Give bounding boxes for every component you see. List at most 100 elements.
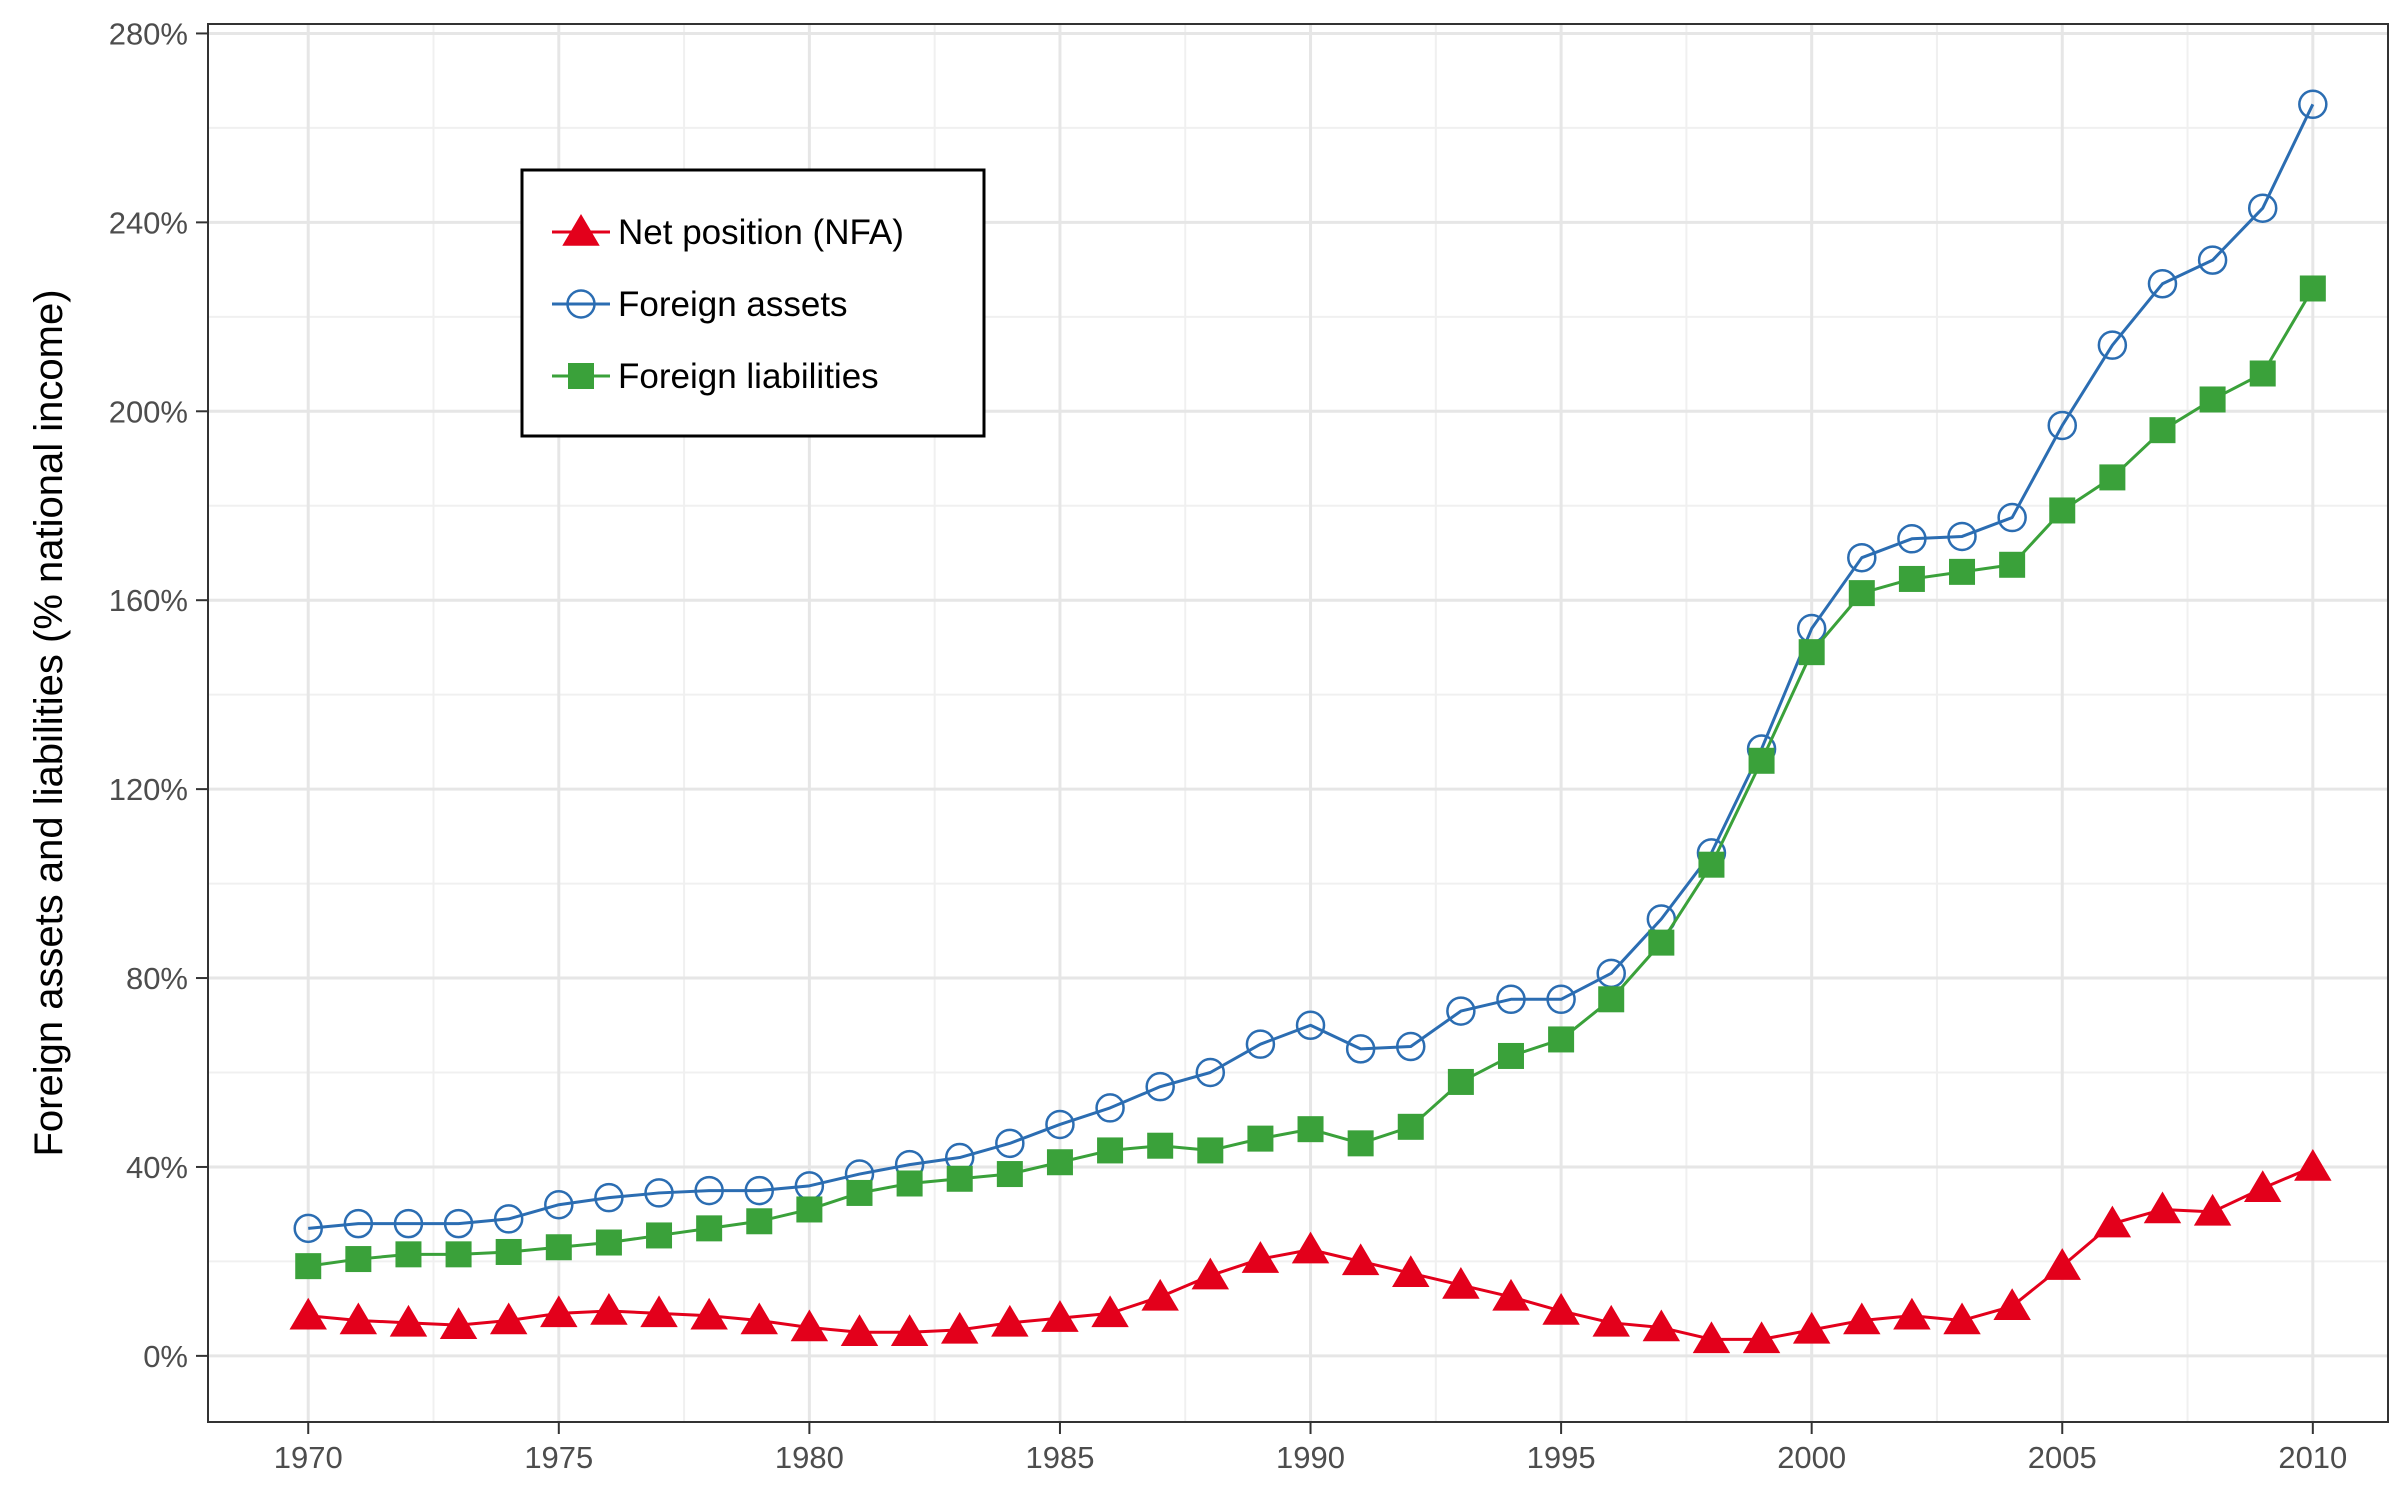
data-point-foreign-liabilities <box>1548 1026 1575 1053</box>
data-point-net-position-nfa <box>2193 1193 2232 1226</box>
data-point-net-position-nfa <box>389 1304 428 1337</box>
x-tick-label: 1970 <box>274 1440 343 1475</box>
legend-label-foreign-assets: Foreign assets <box>618 285 848 324</box>
legend-item-foreign-liabilities: Foreign liabilities <box>552 357 879 396</box>
data-point-foreign-assets <box>393 1208 424 1239</box>
data-point-foreign-liabilities <box>2199 386 2226 413</box>
data-point-net-position-nfa <box>1291 1231 1330 1264</box>
legend-label-foreign-liabilities: Foreign liabilities <box>618 357 879 396</box>
series-foreign-assets <box>293 89 2328 1244</box>
data-point-foreign-liabilities <box>1999 551 2026 578</box>
data-point-net-position-nfa <box>1843 1302 1881 1335</box>
data-point-foreign-liabilities <box>746 1208 773 1235</box>
data-point-foreign-assets <box>1295 1010 1326 1041</box>
y-tick-label: 0% <box>143 1339 188 1374</box>
data-point-foreign-assets <box>1446 996 1476 1026</box>
data-point-foreign-assets <box>293 1213 323 1244</box>
data-point-foreign-liabilities <box>1898 565 1925 592</box>
data-point-foreign-assets <box>1045 1109 1075 1140</box>
x-tick-label: 1975 <box>524 1440 593 1475</box>
data-point-net-position-nfa <box>2243 1170 2282 1202</box>
data-point-net-position-nfa <box>790 1309 829 1342</box>
data-point-foreign-assets <box>1195 1057 1226 1088</box>
data-point-foreign-liabilities <box>1748 747 1775 774</box>
data-point-net-position-nfa <box>590 1293 628 1325</box>
plot-border <box>207 23 2389 1423</box>
data-point-foreign-liabilities <box>1447 1068 1474 1095</box>
data-point-net-position-nfa <box>2143 1191 2182 1224</box>
data-point-foreign-liabilities <box>1798 639 1825 666</box>
data-point-net-position-nfa <box>1442 1267 1480 1299</box>
data-point-foreign-liabilities <box>1097 1137 1124 1164</box>
legend: Net position (NFA) Foreign assets Foreign … <box>520 168 986 438</box>
data-point-foreign-assets <box>544 1189 574 1220</box>
data-point-net-position-nfa <box>489 1302 528 1335</box>
data-point-net-position-nfa <box>840 1314 879 1347</box>
data-point-net-position-nfa <box>640 1295 678 1328</box>
legend-marker-foreign-liabilities <box>568 363 594 389</box>
data-point-foreign-liabilities <box>1147 1132 1174 1159</box>
data-point-net-position-nfa <box>339 1302 378 1335</box>
x-tick-label: 2010 <box>2278 1440 2347 1475</box>
y-tick-label: 120% <box>109 772 188 807</box>
legend-label-net-position-nfa: Net position (NFA) <box>618 213 904 252</box>
data-point-net-position-nfa <box>690 1297 728 1330</box>
data-point-net-position-nfa <box>1792 1311 1831 1344</box>
y-tick-label: 160% <box>109 583 188 618</box>
data-point-net-position-nfa <box>1091 1295 1129 1328</box>
data-point-foreign-liabilities <box>846 1179 873 1206</box>
data-point-net-position-nfa <box>1241 1241 1280 1273</box>
data-point-foreign-liabilities <box>1598 986 1625 1013</box>
data-point-net-position-nfa <box>1642 1309 1681 1342</box>
y-tick-label: 80% <box>126 961 188 996</box>
data-point-foreign-assets <box>2047 410 2078 441</box>
legend-item-net-position-nfa: Net position (NFA) <box>552 213 904 252</box>
data-point-foreign-assets <box>493 1204 524 1234</box>
data-point-foreign-liabilities <box>495 1238 522 1265</box>
data-point-foreign-liabilities <box>2299 275 2326 302</box>
data-point-net-position-nfa <box>540 1295 578 1328</box>
data-point-net-position-nfa <box>1893 1297 1931 1330</box>
data-point-foreign-liabilities <box>1949 558 1976 585</box>
data-point-foreign-assets <box>1947 521 1977 552</box>
data-point-net-position-nfa <box>890 1314 929 1347</box>
data-point-foreign-assets <box>2147 269 2178 299</box>
data-point-foreign-assets <box>1546 984 1576 1015</box>
series-line-foreign-assets <box>308 103 2315 1230</box>
data-point-foreign-liabilities <box>345 1246 372 1273</box>
data-point-foreign-liabilities <box>2099 464 2126 491</box>
data-point-net-position-nfa <box>740 1302 778 1335</box>
data-point-net-position-nfa <box>1341 1243 1380 1276</box>
data-point-foreign-liabilities <box>595 1229 622 1256</box>
data-point-foreign-liabilities <box>796 1196 823 1223</box>
data-point-foreign-assets <box>343 1208 374 1239</box>
y-tick-label: 280% <box>109 16 188 51</box>
legend-marker-foreign-assets <box>566 289 596 319</box>
legend-item-foreign-assets: Foreign assets <box>552 285 848 324</box>
data-point-foreign-assets <box>2247 193 2278 223</box>
data-point-foreign-liabilities <box>996 1161 1023 1188</box>
data-point-foreign-liabilities <box>1648 929 1675 956</box>
data-point-net-position-nfa <box>1742 1321 1781 1354</box>
x-tick-label: 2005 <box>2028 1440 2097 1475</box>
x-tick-label: 1990 <box>1276 1440 1345 1475</box>
x-tick-label: 1980 <box>775 1440 844 1475</box>
data-point-foreign-liabilities <box>1698 851 1725 878</box>
data-point-foreign-assets <box>744 1175 775 1206</box>
data-point-net-position-nfa <box>1692 1321 1731 1354</box>
data-point-foreign-liabilities <box>646 1222 673 1249</box>
data-point-foreign-liabilities <box>1347 1130 1374 1157</box>
data-point-foreign-liabilities <box>545 1234 572 1261</box>
y-tick-label: 40% <box>126 1150 188 1185</box>
data-point-foreign-assets <box>1345 1034 1376 1064</box>
data-point-foreign-assets <box>1496 984 1526 1015</box>
data-point-foreign-assets <box>2298 89 2328 120</box>
data-point-net-position-nfa <box>1943 1302 1981 1335</box>
data-point-foreign-assets <box>995 1128 1025 1159</box>
data-point-net-position-nfa <box>1392 1255 1430 1287</box>
data-point-net-position-nfa <box>1592 1304 1630 1337</box>
data-point-foreign-assets <box>443 1208 474 1239</box>
data-point-net-position-nfa <box>2043 1248 2081 1280</box>
data-point-net-position-nfa <box>439 1307 478 1339</box>
data-point-foreign-liabilities <box>1247 1125 1274 1152</box>
